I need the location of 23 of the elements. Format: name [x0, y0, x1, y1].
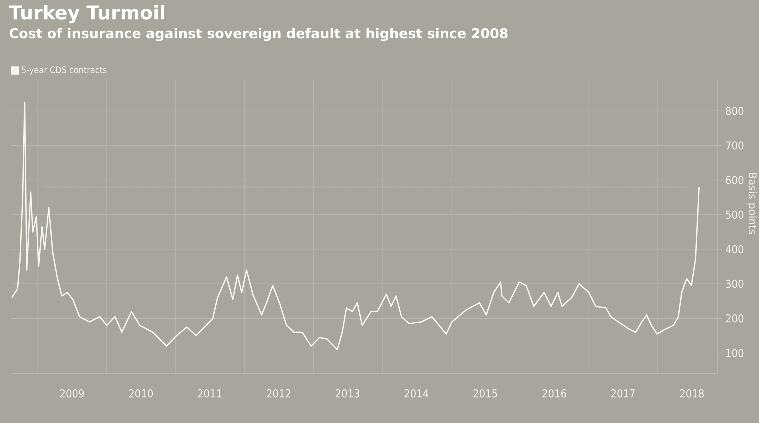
line-series	[11, 102, 700, 350]
y-tick-label: 700	[726, 142, 744, 150]
y-tick-label: 100	[726, 349, 744, 358]
x-tick-label: 2015	[474, 390, 498, 398]
x-tick-label: 2018	[680, 390, 704, 398]
y-axis-title: Basis points	[746, 173, 758, 234]
y-tick-label: 200	[726, 314, 744, 323]
chart-subtitle: Cost of insurance against sovereign default at highest since 2008	[10, 28, 508, 42]
y-tick-label: 800	[726, 107, 744, 116]
y-tick-label: 400	[726, 245, 744, 254]
x-tick-label: 2013	[336, 390, 360, 398]
x-tick-label: 2016	[542, 390, 566, 398]
y-tick-label: 600	[726, 176, 744, 184]
x-tick-label: 2014	[404, 390, 429, 398]
legend-label: 5-year CDS contracts	[22, 66, 107, 76]
y-tick-label: 300	[726, 280, 744, 288]
x-tick-label: 2012	[267, 390, 291, 398]
x-tick-label: 2010	[129, 390, 154, 398]
y-tick-label: 500	[726, 210, 744, 220]
x-tick-label: 2011	[198, 390, 222, 398]
x-tick-label: 2017	[611, 390, 635, 398]
chart-title: Turkey Turmoil	[9, 5, 164, 24]
x-tick-label: 2009	[60, 390, 84, 398]
